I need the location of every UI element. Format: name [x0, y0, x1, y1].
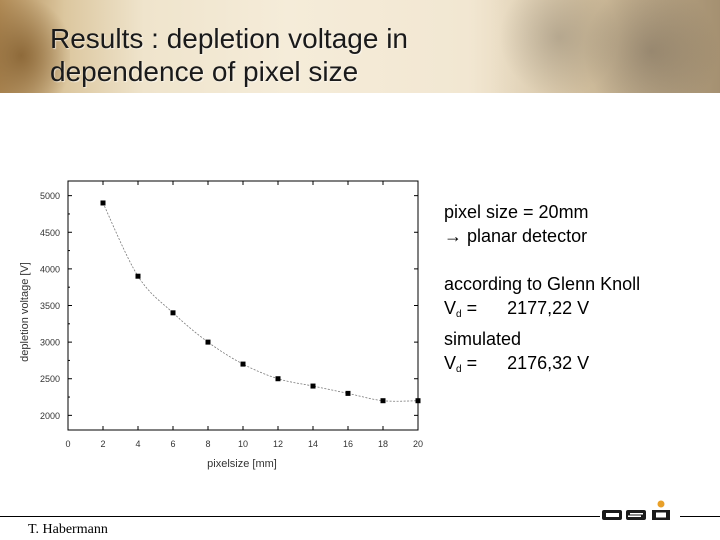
footer-divider: [0, 516, 600, 517]
x-tick-label: 0: [65, 439, 70, 449]
vd-symbol-2: V: [444, 353, 457, 373]
data-point: [345, 390, 351, 396]
x-tick-label: 14: [308, 439, 318, 449]
vd-symbol: V: [444, 298, 457, 318]
note-pixel-size: pixel size = 20mm: [444, 202, 589, 222]
depletion-voltage-chart: 2000 2500 3000 3500 4000 4500 5000 0 2 4 6 8 10 12 14…: [19, 180, 423, 470]
vd-knoll-value: = 2177,22 V: [461, 298, 590, 318]
y-tick-label: 4500: [40, 228, 60, 238]
x-tick-label: 6: [170, 439, 175, 449]
note-simulated: simulated: [444, 329, 522, 349]
title-line-1: Results : depletion voltage in: [50, 23, 408, 54]
data-point: [205, 339, 211, 345]
note-glenn-knoll: according to Glenn Knoll: [444, 274, 641, 294]
y-tick-label: 4000: [40, 264, 60, 274]
gsi-logo: [602, 500, 670, 520]
data-point: [100, 200, 106, 206]
data-point: [135, 273, 141, 279]
notes-panel: pixel size = 20mm → planar detector acco…: [444, 200, 704, 382]
series-line: [102, 202, 419, 402]
slide-title: Results : depletion voltage in dependenc…: [50, 22, 650, 88]
slide-header: Results : depletion voltage in dependenc…: [0, 0, 720, 93]
vd-simulated-value: = 2176,32 V: [461, 353, 590, 373]
vd-subscript: d: [456, 309, 462, 320]
author-name: T. Habermann: [28, 522, 108, 537]
y-tick-label: 2500: [40, 374, 60, 384]
note-planar-detector: → planar detector: [444, 226, 588, 246]
footer-divider-right: [680, 516, 720, 517]
x-axis-label: pixelsize [mm]: [207, 458, 277, 470]
y-tick-label: 5000: [40, 191, 60, 201]
y-tick-label: 3500: [40, 301, 60, 311]
x-tick-label: 2: [100, 439, 105, 449]
x-tick-label: 20: [413, 439, 423, 449]
note-vd-knoll: Vd = 2177,22 V: [444, 296, 704, 327]
data-point: [415, 398, 421, 404]
data-point: [310, 383, 316, 389]
y-tick-label: 2000: [40, 411, 60, 421]
y-axis-ticks: 2000 2500 3000 3500 4000 4500 5000: [40, 191, 418, 421]
x-tick-label: 18: [378, 439, 388, 449]
x-tick-label: 8: [205, 439, 210, 449]
data-point: [240, 361, 246, 367]
y-axis-label: depletion voltage [V]: [19, 262, 31, 362]
title-line-2: dependence of pixel size: [50, 56, 359, 87]
vd-subscript-2: d: [456, 364, 462, 375]
y-tick-label: 3000: [40, 338, 60, 348]
x-axis-ticks: 0 2 4 6 8 10 12 14 16 18 20: [65, 181, 423, 449]
data-point: [380, 398, 386, 404]
data-point: [275, 376, 281, 382]
chart-frame: [67, 180, 419, 431]
note-vd-simulated: Vd = 2176,32 V: [444, 351, 704, 382]
header-decoration-right: [490, 0, 720, 93]
x-tick-label: 12: [273, 439, 283, 449]
x-tick-label: 4: [135, 439, 140, 449]
x-tick-label: 10: [238, 439, 248, 449]
data-point: [170, 310, 176, 316]
data-points: [100, 200, 421, 404]
x-tick-label: 16: [343, 439, 353, 449]
plot-area-border: [67, 180, 419, 431]
header-decoration-left: [0, 0, 70, 93]
